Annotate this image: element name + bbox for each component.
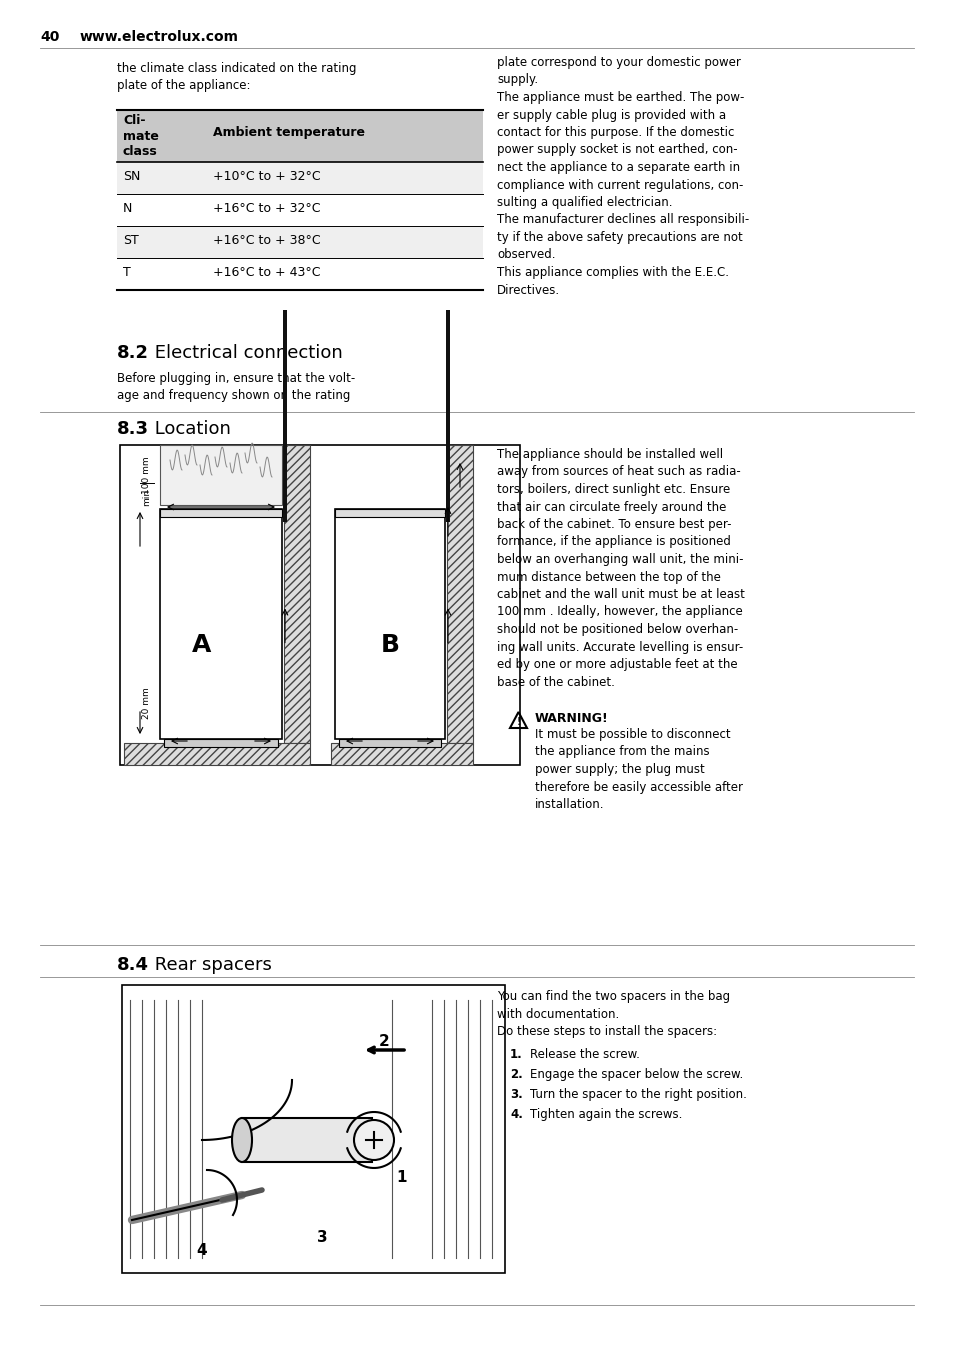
Bar [284,445,310,744]
Text: You can find the two spacers in the bag
with documentation.
Do these steps to in: You can find the two spacers in the bag … [497,990,729,1038]
Text: Rear spacers: Rear spacers [149,956,272,973]
Text: B: B [380,633,399,657]
Text: It must be possible to disconnect
the appliance from the mains
power supply; the: It must be possible to disconnect the ap… [535,727,742,811]
Bar [160,508,282,740]
Bar [117,193,482,226]
Text: WARNING!: WARNING! [535,713,608,725]
Circle shape [354,1119,394,1160]
Text: 8.2: 8.2 [117,343,149,362]
Bar [331,744,473,765]
Text: Before plugging in, ensure that the volt-
age and frequency shown on the rating: Before plugging in, ensure that the volt… [117,372,355,403]
Text: 2: 2 [378,1034,389,1049]
Bar [283,310,287,522]
Bar [338,740,440,748]
Text: 40: 40 [40,30,59,45]
Text: 3: 3 [316,1230,327,1245]
Text: The appliance should be installed well
away from sources of heat such as radia-
: The appliance should be installed well a… [497,448,744,688]
Text: 1.: 1. [510,1048,522,1061]
Text: !: ! [516,717,520,727]
Text: 8.3: 8.3 [117,420,149,438]
Text: 4: 4 [196,1242,207,1257]
Text: 20 mm: 20 mm [142,687,152,719]
Text: Ambient temperature: Ambient temperature [213,126,365,139]
Text: 8.4: 8.4 [117,956,149,973]
Bar [446,310,450,522]
Text: Tighten again the screws.: Tighten again the screws. [530,1109,681,1121]
Text: +16°C to + 43°C: +16°C to + 43°C [213,266,320,279]
Text: +16°C to + 38°C: +16°C to + 38°C [213,234,320,247]
Text: SN: SN [123,170,140,183]
Text: Cli-
mate
class: Cli- mate class [123,114,159,158]
Bar [164,740,277,748]
Text: Location: Location [149,420,231,438]
Bar [117,226,482,258]
Text: A: A [193,633,212,657]
Bar [335,508,444,740]
Text: Engage the spacer below the screw.: Engage the spacer below the screw. [530,1068,742,1082]
Text: ST: ST [123,234,138,247]
Text: 100 mm: 100 mm [142,456,152,493]
Text: +16°C to + 32°C: +16°C to + 32°C [213,201,320,215]
Bar [335,508,444,516]
Bar [242,1118,372,1161]
Bar [160,508,282,516]
Bar [447,445,473,744]
Bar [117,110,482,162]
Bar [124,744,310,765]
Bar [117,162,482,193]
Text: Turn the spacer to the right position.: Turn the spacer to the right position. [530,1088,746,1101]
Text: T: T [123,266,131,279]
Text: 1: 1 [395,1169,406,1184]
Text: +10°C to + 32°C: +10°C to + 32°C [213,170,320,183]
Text: N: N [123,201,132,215]
Text: Release the screw.: Release the screw. [530,1048,639,1061]
Text: www.electrolux.com: www.electrolux.com [80,30,239,45]
Bar [120,445,519,765]
Bar [160,445,282,506]
Bar [117,258,482,289]
Text: min: min [142,488,152,506]
Text: plate correspond to your domestic power
supply.
The appliance must be earthed. T: plate correspond to your domestic power … [497,55,748,296]
Text: 2.: 2. [510,1068,522,1082]
Ellipse shape [232,1118,252,1161]
Text: Electrical connection: Electrical connection [149,343,342,362]
Text: 4.: 4. [510,1109,522,1121]
Text: 3.: 3. [510,1088,522,1101]
Bar [122,986,504,1274]
Text: the climate class indicated on the rating
plate of the appliance:: the climate class indicated on the ratin… [117,62,356,92]
